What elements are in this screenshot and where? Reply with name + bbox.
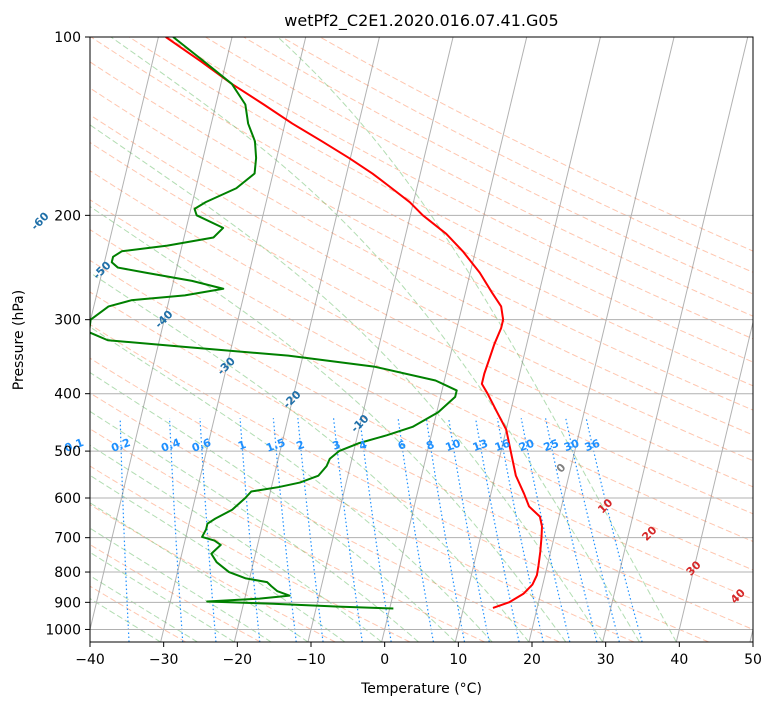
x-tick-label: 20 [523,652,541,668]
moist-adiabat-line [90,444,382,642]
moist-adiabat-line [90,326,493,642]
mixing-ratio-label: 25 [542,437,561,454]
y-tick-label: 600 [54,491,81,507]
moist-adiabat-line [90,474,346,642]
mixing-ratio-line [168,418,184,642]
dry-adiabat-line [90,229,753,571]
profile-line [90,37,458,610]
dry-adiabat-line [128,37,753,363]
moist-adiabat-line [90,124,604,642]
dry-adiabat-line [90,199,753,543]
axes: −40 −30 −20 −10 0 10 20 30 40 5010020030040050060… [45,30,762,668]
dry-adiabat-line [90,465,411,642]
dry-adiabat-line [90,259,753,600]
plot-frame [89,36,754,643]
mixing-ratio-label: 8 [425,438,437,453]
y-axis-label: Pressure (hPa) [11,290,27,390]
dry-adiabat-line [90,504,336,642]
data-lines [90,37,543,610]
mixing-ratio-line [332,418,363,642]
isotherm-line [90,37,159,325]
mixing-ratio-label: 16 [493,437,512,455]
isotherm-line [233,37,380,642]
mixing-ratio-label: 0.4 [159,436,182,455]
mixing-ratio-label: 36 [583,437,602,455]
isotherm-line [381,37,528,642]
mixing-ratio-label: 2 [295,438,307,453]
mixing-ratio-label: 3 [331,438,343,453]
isotherm-line [90,37,233,632]
y-tick-label: 400 [54,387,81,403]
moist-adiabat-line [90,205,567,642]
mixing-ratio-line [119,418,130,642]
mixing-ratio-line [425,418,466,642]
dry-adiabat-line [90,357,635,642]
isotherm-line [307,37,454,642]
mixing-ratio-label: 0.1 [63,436,86,455]
chart-title: wetPf2_C2E1.2020.016.07.41.G05 [284,11,558,31]
moist-adiabat-line [90,371,456,642]
mixing-ratio-label: 6 [396,438,408,453]
x-tick-label: 50 [744,652,762,668]
mixing-ratio-label: 0.2 [109,436,132,455]
isotherm-line [602,37,749,642]
x-tick-label: −30 [149,652,179,668]
mixing-ratio-line [448,418,490,642]
mixing-ratio-label: 13 [471,437,490,454]
isotherm-line [528,37,675,642]
dry-adiabat-line [90,392,560,642]
mixing-ratio-label: 1 [236,438,248,453]
mixing-ratio-line [297,418,324,642]
moist-adiabat-line [90,271,530,642]
moist-adiabat-line [277,37,677,642]
x-tick-label: 30 [597,652,615,668]
y-tick-label: 700 [54,531,81,547]
mixing-ratio-line [239,418,261,642]
y-tick-label: 1000 [45,622,81,638]
x-tick-label: −40 [75,652,105,668]
y-tick-label: 800 [54,565,81,581]
isotherm-line [454,37,601,642]
isotherm-line [675,320,753,642]
profile-line [165,37,543,609]
dry-adiabat-line [243,37,753,295]
y-tick-label: 100 [54,30,81,46]
mixing-ratio-line [359,418,392,642]
y-tick-label: 900 [54,595,81,611]
dry-adiabat-line [205,37,753,317]
mixing-ratio-line [272,418,297,642]
moist-adiabat-line [90,410,419,642]
x-axis-label: Temperature (°C) [360,681,482,697]
mixing-ratio-label: 0.6 [190,436,213,455]
dry-adiabat-line [90,324,709,642]
y-tick-label: 500 [54,444,81,460]
x-tick-label: −20 [223,652,253,668]
dry-adiabat-line [90,114,753,462]
x-tick-label: −10 [296,652,326,668]
mixing-ratio-label: 20 [517,437,536,455]
moist-adiabat-line [110,37,640,642]
mixing-ratio-line [397,418,435,642]
dry-adiabat-line [90,87,753,436]
mixing-ratio-label: 10 [444,437,463,455]
mixing-ratio-label: 4 [357,438,369,453]
mixing-ratio-label: 30 [562,437,581,455]
y-tick-label: 300 [54,313,81,329]
x-tick-label: 40 [670,652,688,668]
dry-adiabat-line [90,291,753,630]
mixing-ratio-label: 1.5 [264,436,287,455]
mixing-ratio-line [199,418,217,642]
isotherm-line [160,37,307,642]
y-tick-label: 200 [54,208,81,224]
x-tick-label: 0 [380,652,389,668]
x-tick-label: 10 [449,652,467,668]
dry-adiabat-line [90,141,753,488]
dry-adiabat-line [281,37,753,273]
